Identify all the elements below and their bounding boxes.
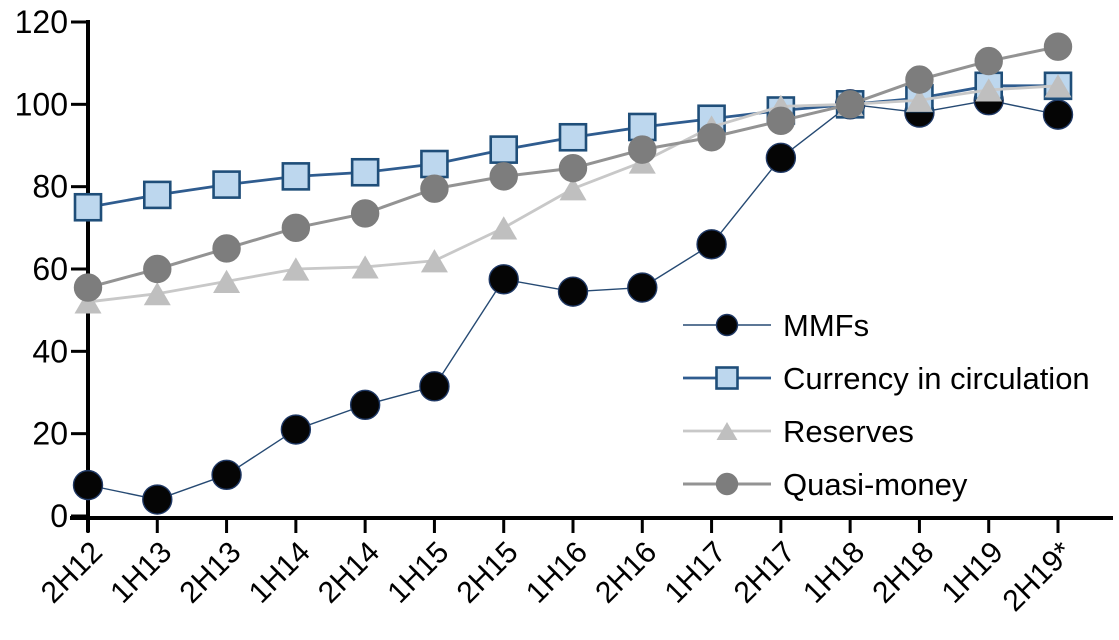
data-point-mmfs	[72, 469, 104, 501]
x-tick-label: 1H19	[936, 536, 1010, 610]
x-tick-label: 1H16	[520, 536, 594, 610]
data-point-mmfs	[557, 276, 589, 307]
x-tick-label: 1H14	[243, 536, 317, 610]
data-point-quasi-money	[420, 174, 449, 203]
data-point-mmfs	[211, 459, 242, 491]
data-point-quasi-money	[835, 90, 865, 119]
y-tick-label: 0	[50, 498, 68, 534]
legend-item-reserves: Reserves	[683, 414, 914, 449]
data-point-mmfs	[765, 142, 797, 174]
data-point-quasi-money	[281, 213, 311, 243]
y-tick-label: 120	[15, 4, 68, 40]
data-point-quasi-money	[974, 46, 1003, 76]
data-point-reserves	[420, 249, 448, 273]
data-point-quasi-money	[73, 273, 103, 302]
x-tick-label: 1H13	[104, 536, 178, 610]
data-point-mmfs	[1042, 99, 1074, 130]
legend-label-reserves: Reserves	[783, 414, 914, 449]
x-tick-label: 2H15	[451, 536, 525, 610]
legend-label-currency-in-circulation: Currency in circulation	[783, 361, 1090, 396]
legend-item-quasi-money: Quasi-money	[683, 467, 968, 502]
y-tick-label: 100	[15, 86, 68, 122]
data-point-currency-in-circulation	[281, 162, 311, 191]
x-tick-label: 2H12	[35, 536, 109, 610]
data-point-reserves	[559, 177, 587, 201]
x-tick-label: 1H18	[797, 536, 871, 610]
legend-label-quasi-money: Quasi-money	[783, 467, 968, 502]
data-point-quasi-money	[143, 254, 172, 284]
data-point-quasi-money	[766, 106, 796, 136]
legend: MMFs Currency in circulation Reserves Quasi…	[683, 308, 1090, 502]
data-point-reserves	[905, 88, 933, 112]
legend-item-currency-in-circulation: Currency in circulation	[683, 361, 1090, 396]
data-point-mmfs	[280, 414, 312, 445]
data-point-quasi-money	[350, 199, 380, 228]
data-point-mmfs	[419, 371, 450, 402]
data-point-quasi-money	[212, 234, 241, 263]
x-tick-label: 2H16	[589, 536, 663, 610]
data-point-mmfs	[627, 272, 658, 303]
x-tick-label: 2H13	[173, 536, 247, 610]
data-point-currency-in-circulation	[489, 135, 519, 164]
data-point-quasi-money	[558, 153, 588, 183]
data-point-currency-in-circulation	[350, 157, 380, 187]
data-point-mmfs	[696, 229, 727, 260]
legend-marker-reserves	[716, 421, 738, 441]
legend-marker-currency-in-circulation	[715, 366, 739, 390]
x-tick-label: 2H18	[866, 536, 940, 610]
x-tick-label: 1H15	[381, 536, 455, 610]
series-quasi-money	[73, 32, 1073, 302]
data-point-mmfs	[488, 264, 519, 295]
data-point-mmfs	[142, 484, 173, 515]
data-point-reserves	[490, 216, 518, 240]
data-point-currency-in-circulation	[142, 180, 172, 210]
data-point-quasi-money	[628, 135, 657, 164]
x-tick-label: 2H17	[728, 536, 802, 610]
legend-item-mmfs: MMFs	[683, 308, 869, 343]
data-point-reserves	[282, 257, 310, 281]
data-point-reserves	[143, 282, 171, 306]
data-point-quasi-money	[489, 162, 518, 191]
data-point-mmfs	[349, 389, 381, 421]
legend-marker-mmfs	[715, 313, 739, 337]
data-point-quasi-money	[1043, 32, 1073, 61]
data-point-currency-in-circulation	[420, 149, 449, 179]
legend-marker-quasi-money	[715, 472, 739, 496]
data-point-currency-in-circulation	[558, 122, 588, 152]
y-tick-label: 40	[32, 333, 68, 369]
data-point-reserves	[213, 269, 241, 293]
legend-label-mmfs: MMFs	[783, 308, 869, 343]
data-point-quasi-money	[905, 65, 934, 94]
y-tick-label: 60	[32, 251, 68, 287]
data-point-reserves	[351, 255, 379, 279]
data-point-quasi-money	[697, 123, 726, 152]
data-point-reserves	[74, 290, 102, 314]
data-point-reserves	[975, 78, 1003, 102]
y-tick-label: 80	[32, 169, 68, 205]
x-tick-label: 2H14	[312, 536, 386, 610]
data-point-currency-in-circulation	[73, 192, 103, 222]
data-point-currency-in-circulation	[212, 170, 241, 199]
y-tick-label: 20	[32, 416, 68, 452]
x-tick-label: 1H17	[658, 536, 732, 610]
x-tick-label: 2H19*	[997, 535, 1080, 618]
data-point-reserves	[1044, 74, 1072, 98]
